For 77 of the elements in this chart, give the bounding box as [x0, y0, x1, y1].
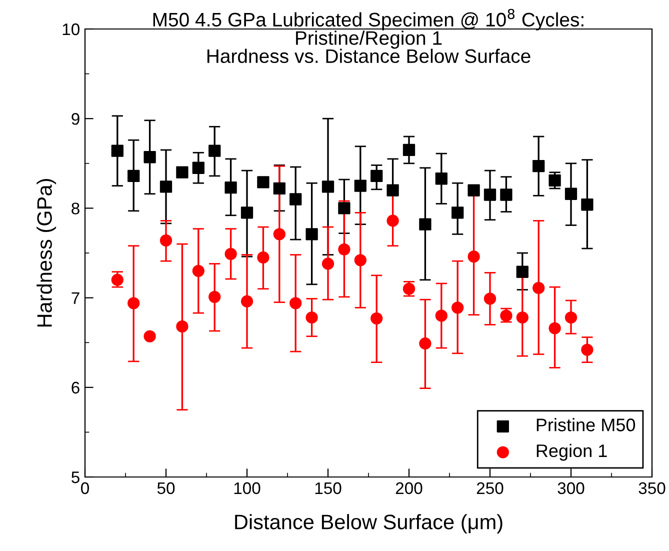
- point: [500, 188, 512, 201]
- point: [370, 170, 383, 182]
- point: [532, 282, 545, 294]
- x-tick-label: 300: [558, 482, 584, 494]
- point: [128, 297, 140, 310]
- x-tick-label: 0: [81, 482, 89, 494]
- point: [564, 311, 578, 324]
- point: [548, 174, 561, 186]
- point: [290, 193, 302, 206]
- point: [176, 320, 188, 333]
- point: [419, 337, 432, 350]
- point: [176, 166, 188, 178]
- point: [306, 228, 318, 240]
- point: [240, 295, 254, 308]
- point: [402, 144, 416, 156]
- point: [338, 243, 350, 256]
- y-tick-label: 5: [72, 472, 80, 484]
- x-tick-label: 150: [315, 482, 342, 494]
- point: [306, 311, 318, 324]
- point: [419, 218, 432, 230]
- point: [144, 330, 156, 342]
- point: [128, 170, 140, 182]
- point: [290, 297, 302, 310]
- point: [468, 250, 480, 263]
- point: [208, 290, 221, 303]
- point: [532, 160, 545, 172]
- point: [111, 274, 124, 286]
- point: [322, 180, 334, 193]
- point: [257, 251, 270, 264]
- point: [564, 188, 578, 200]
- point: [386, 184, 399, 196]
- point: [370, 312, 383, 324]
- legend-label: Pristine M50: [536, 418, 636, 432]
- point: [435, 310, 448, 322]
- point: [257, 176, 270, 188]
- x-tick-label: 200: [396, 482, 422, 494]
- point: [160, 234, 172, 247]
- y-axis-title: Hardness (GPa): [36, 179, 56, 327]
- point: [354, 180, 366, 192]
- point: [322, 258, 334, 270]
- point: [273, 228, 286, 240]
- point: [160, 180, 172, 193]
- point: [273, 182, 286, 195]
- point: [435, 172, 448, 185]
- point: [516, 311, 528, 324]
- chart-title: M50 4.5 GPa Lubricated Specimen @ 10$^{8}$ Cycles: Pristine/Region 1 Hardness vs. Distance Below Surface: [153, 8, 584, 64]
- x-tick-label: 100: [234, 482, 260, 494]
- y-tick-label: 9: [72, 113, 80, 125]
- point: [240, 206, 254, 219]
- point: [208, 144, 221, 157]
- y-tick-label: 10: [62, 23, 80, 36]
- x-tick-label: 50: [157, 482, 175, 494]
- point: [548, 322, 561, 334]
- point: [111, 144, 124, 157]
- x-tick-label: 350: [638, 482, 666, 494]
- y-tick-label: 6: [72, 382, 80, 394]
- point: [192, 162, 204, 174]
- legend-label: Region 1: [536, 444, 607, 461]
- y-tick-label: 8: [72, 202, 80, 214]
- point: [338, 202, 350, 214]
- point: [484, 188, 496, 201]
- point: [468, 184, 480, 196]
- y-tick-label: 7: [72, 292, 80, 304]
- point: [192, 264, 204, 277]
- point: [224, 182, 237, 194]
- point: [386, 214, 399, 227]
- point: [354, 254, 366, 266]
- x-axis-title: Distance Below Surface (μm): [235, 514, 502, 534]
- x-tick-label: 250: [476, 482, 504, 494]
- point: [581, 198, 594, 211]
- point: [581, 344, 594, 356]
- point: [516, 266, 528, 278]
- point: [452, 206, 464, 219]
- point: [144, 151, 156, 164]
- point: [452, 302, 464, 314]
- point: [224, 248, 237, 260]
- point: [484, 292, 496, 305]
